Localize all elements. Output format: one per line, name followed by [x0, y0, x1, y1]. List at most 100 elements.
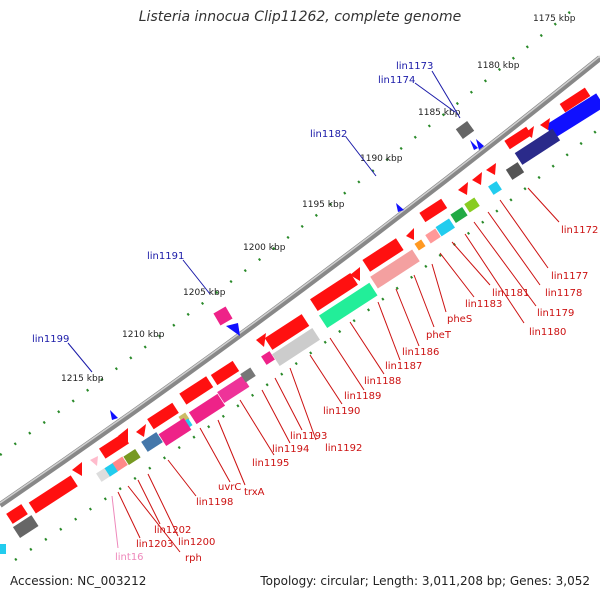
kbp-label: 1205 kbp: [183, 288, 226, 298]
gene-label-lin1186[interactable]: lin1186: [402, 347, 439, 358]
gene-gray-block[interactable]: [12, 515, 39, 539]
kbp-label: 1195 kbp: [302, 200, 345, 210]
gene-gray-block[interactable]: [240, 367, 256, 383]
gene-label-trxA[interactable]: trxA: [244, 487, 265, 498]
chromosome-backbone: [0, 55, 600, 508]
gene-blue-arrow[interactable]: [476, 139, 484, 150]
kbp-label: 1190 kbp: [360, 154, 403, 164]
gene-blue-block[interactable]: [545, 93, 600, 139]
gene-blue-arrow[interactable]: [110, 410, 118, 420]
gene-red-block[interactable]: [264, 314, 310, 350]
gene-cyan-block[interactable]: [435, 218, 455, 237]
kbp-label: 1175 kbp: [533, 14, 576, 24]
gene-red-block[interactable]: [310, 273, 358, 311]
topology-label: Topology: circular; Length: 3,011,208 bp…: [260, 574, 590, 588]
gene-label-lin1187[interactable]: lin1187: [385, 361, 422, 372]
gene-red-arrow[interactable]: [525, 126, 534, 138]
gene-red-arrow[interactable]: [72, 462, 82, 476]
gene-cyan-block[interactable]: [488, 181, 502, 195]
gene-label-lint16[interactable]: lint16: [115, 552, 144, 563]
gene-label-lin1183[interactable]: lin1183: [465, 299, 502, 310]
gene-label-lin1190[interactable]: lin1190: [323, 406, 360, 417]
kbp-scale-track: [0, 11, 571, 457]
gene-label-lin1177[interactable]: lin1177: [551, 271, 588, 282]
gene-red-arrow[interactable]: [118, 428, 128, 442]
gene-magenta-block[interactable]: [213, 306, 233, 326]
lint16-leader: [111, 495, 119, 549]
gene-magenta-block[interactable]: [158, 417, 192, 447]
gene-pink-block[interactable]: [112, 456, 128, 472]
gene-red-block[interactable]: [362, 238, 404, 272]
gene-label-lin1178[interactable]: lin1178: [545, 288, 582, 299]
kbp-label: 1180 kbp: [477, 61, 520, 71]
gene-salmon-block[interactable]: [370, 249, 420, 289]
gene-magenta-block[interactable]: [261, 351, 275, 365]
gene-label-lin1180[interactable]: lin1180: [529, 327, 566, 338]
gene-label-lin1195[interactable]: lin1195: [252, 458, 289, 469]
gene-label-lin1203[interactable]: lin1203: [136, 539, 173, 550]
gene-label-lin1188[interactable]: lin1188: [364, 376, 401, 387]
reverse-strand-features: [0, 87, 600, 554]
map-title: Listeria innocua Clip11262, complete gen…: [138, 9, 462, 25]
gene-red-block[interactable]: [6, 504, 28, 524]
gene-red-arrow[interactable]: [256, 333, 266, 347]
gene-label-lin1181[interactable]: lin1181: [492, 288, 529, 299]
gene-red-arrow[interactable]: [472, 172, 482, 185]
gene-pink-arrow[interactable]: [90, 456, 98, 466]
gene-label-lin1194[interactable]: lin1194: [272, 444, 309, 455]
gene-label-lin1189[interactable]: lin1189: [344, 391, 381, 402]
gene-red-block[interactable]: [147, 402, 179, 430]
gene-label-lin1192[interactable]: lin1192: [325, 443, 362, 454]
gene-red-block[interactable]: [98, 433, 130, 459]
gene-pink-block[interactable]: [425, 228, 441, 244]
gene-label-lin1172[interactable]: lin1172: [561, 225, 598, 236]
gene-label-pheT[interactable]: pheT: [426, 330, 452, 341]
gene-orange-block[interactable]: [414, 239, 426, 251]
gene-label-lin1174[interactable]: lin1174: [378, 75, 415, 86]
gene-red-arrow[interactable]: [540, 118, 550, 130]
gene-red-block[interactable]: [559, 87, 591, 113]
gene-label-pheS[interactable]: pheS: [447, 314, 472, 325]
gene-red-block[interactable]: [210, 360, 240, 386]
gene-gray-block[interactable]: [505, 162, 525, 180]
gene-red-block[interactable]: [179, 376, 214, 405]
gene-red-block[interactable]: [419, 198, 448, 223]
gene-lime-block[interactable]: [464, 197, 480, 213]
gene-lightgray-block[interactable]: [272, 328, 320, 366]
gene-navy-block[interactable]: [514, 128, 561, 165]
gene-red-arrow[interactable]: [350, 267, 360, 281]
gene-label-lin1182[interactable]: lin1182: [310, 129, 347, 140]
forward-strand-features: [110, 121, 484, 420]
gene-label-lin1202[interactable]: lin1202: [154, 525, 191, 536]
kbp-label: 1215 kbp: [61, 374, 104, 384]
gene-magenta-block[interactable]: [217, 375, 250, 404]
gene-red-block[interactable]: [504, 126, 532, 150]
gene-label-lin1173[interactable]: lin1173: [396, 61, 433, 72]
gene-label-uvrC[interactable]: uvrC: [218, 482, 241, 493]
gene-label-lin1198[interactable]: lin1198: [196, 497, 233, 508]
gene-label-lin1199[interactable]: lin1199: [32, 334, 69, 345]
gene-magenta-block[interactable]: [188, 393, 226, 425]
gene-label-rph[interactable]: rph: [185, 553, 202, 564]
gene-red-arrow[interactable]: [136, 424, 146, 437]
gene-red-arrow[interactable]: [486, 163, 496, 175]
gene-green-block[interactable]: [450, 206, 468, 224]
gene-blue-arrow[interactable]: [226, 323, 240, 336]
gene-lightgray-block[interactable]: [96, 468, 110, 482]
gene-red-arrow[interactable]: [406, 228, 414, 240]
gene-steelblue-block[interactable]: [141, 432, 163, 452]
gene-blue-arrow[interactable]: [470, 140, 478, 150]
gene-label-lin1193[interactable]: lin1193: [290, 431, 327, 442]
kbp-label: 1185 kbp: [418, 108, 461, 118]
gene-label-lin1179[interactable]: lin1179: [537, 308, 574, 319]
gene-red-arrow[interactable]: [458, 182, 468, 195]
gene-gray-block[interactable]: [455, 121, 475, 139]
gene-red-block[interactable]: [28, 475, 78, 514]
gene-mint-block[interactable]: [319, 282, 378, 329]
gene-olive-block[interactable]: [123, 448, 141, 466]
gene-label-lin1191[interactable]: lin1191: [147, 251, 184, 262]
gene-blue-arrow[interactable]: [396, 203, 404, 212]
gene-label-lin1200[interactable]: lin1200: [178, 537, 215, 548]
gene-cyan-block[interactable]: [0, 544, 6, 554]
